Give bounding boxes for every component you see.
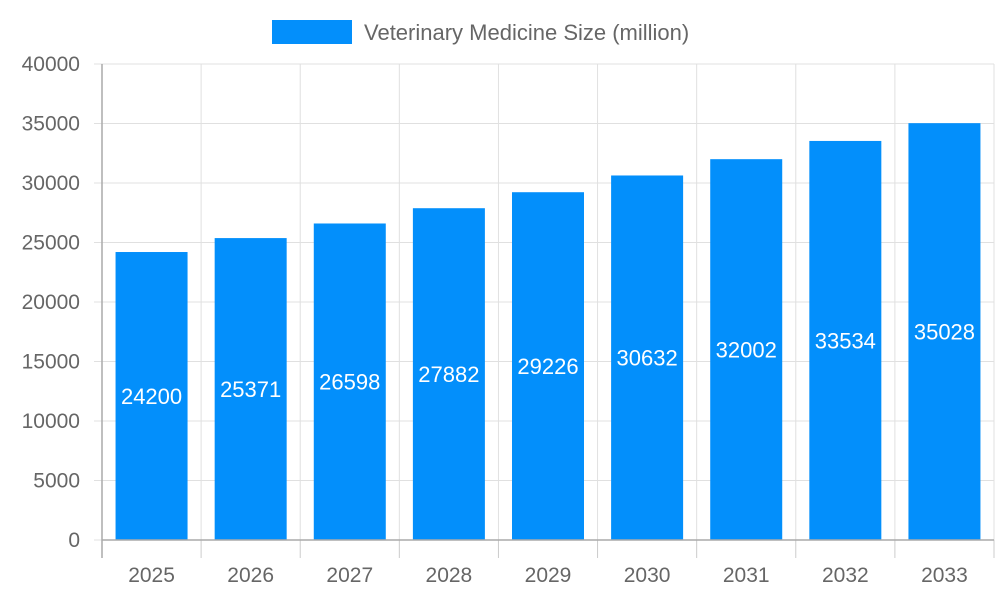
bar-2026 (214, 238, 287, 541)
bar-2027 (313, 223, 386, 540)
x-tick-label: 2028 (426, 564, 473, 587)
data-label-2028: 27882 (418, 362, 479, 387)
bar-2031 (710, 159, 783, 540)
bar-2025 (115, 252, 188, 540)
y-tick-label: 25000 (22, 232, 80, 255)
data-label-2030: 30632 (617, 346, 678, 371)
x-tick-label: 2027 (326, 564, 373, 587)
x-tick-label: 2025 (128, 564, 175, 587)
legend-swatch (272, 20, 352, 44)
y-tick-label: 40000 (22, 53, 80, 76)
x-tick-label: 2033 (921, 564, 968, 587)
y-tick-label: 10000 (22, 410, 80, 433)
y-tick-label: 0 (68, 529, 80, 552)
bars (115, 123, 981, 541)
legend-label: Veterinary Medicine Size (million) (364, 20, 689, 45)
y-tick-label: 35000 (22, 113, 80, 136)
data-labels: 24200 25371 26598 27882 29226 30632 32002 33534… (121, 320, 975, 409)
data-label-2031: 32002 (716, 338, 777, 363)
bar-2029 (512, 192, 584, 540)
x-tick-label: 2032 (822, 564, 869, 587)
x-tick-label: 2030 (624, 564, 671, 587)
data-label-2026: 25371 (220, 377, 281, 402)
legend[interactable]: Veterinary Medicine Size (million) (272, 20, 689, 45)
bar-2030 (611, 175, 684, 541)
axes: 0 5000 10000 15000 20000 25000 30000 35000 40000… (22, 53, 994, 587)
data-label-2027: 26598 (319, 370, 380, 395)
data-label-2032: 33534 (815, 328, 876, 353)
x-tick-label: 2031 (723, 564, 770, 587)
bar-2033 (908, 123, 981, 540)
x-tick-label: 2026 (227, 564, 274, 587)
bar-2032 (809, 140, 882, 540)
x-tick-label: 2029 (525, 564, 572, 587)
bar-2028 (412, 208, 485, 540)
y-tick-label: 5000 (33, 470, 80, 493)
data-label-2033: 35028 (914, 320, 975, 345)
y-tick-label: 20000 (22, 291, 80, 314)
data-label-2029: 29226 (517, 354, 578, 379)
y-tick-label: 15000 (22, 351, 80, 374)
y-tick-label: 30000 (22, 172, 80, 195)
data-label-2025: 24200 (121, 384, 182, 409)
